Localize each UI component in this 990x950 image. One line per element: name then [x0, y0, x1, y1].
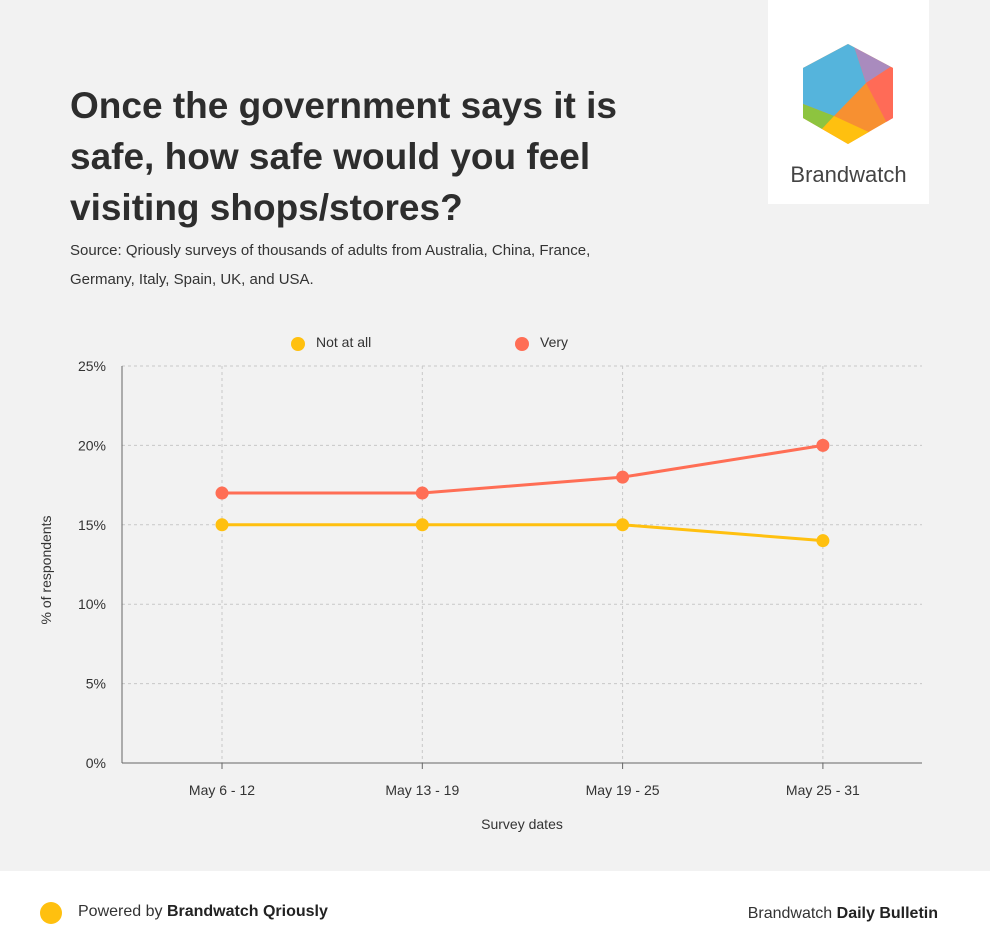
data-point	[215, 486, 229, 500]
y-tick-label: 5%	[86, 676, 106, 692]
logo-text: Brandwatch	[790, 162, 907, 187]
bulletin-prefix: Brandwatch	[747, 905, 833, 922]
y-tick-label: 10%	[78, 596, 106, 612]
y-tick-label: 0%	[86, 755, 106, 771]
dot-icon	[40, 902, 62, 924]
y-axis-label: % of respondents	[38, 516, 54, 625]
footer: Powered by Brandwatch Qriously Brandwatc…	[0, 871, 990, 950]
legend-marker	[515, 337, 529, 351]
hexagon-logo-icon	[803, 44, 893, 144]
data-point	[616, 470, 630, 484]
powered-by: Powered by Brandwatch Qriously	[78, 903, 328, 921]
x-tick-label: May 13 - 19	[385, 782, 459, 798]
brandwatch-logo[interactable]: Brandwatch	[768, 0, 929, 204]
y-tick-label: 15%	[78, 517, 106, 533]
daily-bulletin: Brandwatch Daily Bulletin	[748, 905, 938, 923]
data-point	[816, 438, 830, 452]
y-tick-label: 20%	[78, 437, 106, 453]
chart-source: Source: Qriously surveys of thousands of…	[70, 242, 591, 288]
powered-prefix: Powered by	[78, 903, 163, 920]
data-point	[415, 518, 429, 532]
chart-title: Once the government says it is safe, how…	[70, 85, 617, 228]
line-chart: 0% 5% 10% 15% 20% 25% May 6 - 12 May 13 - 19 May…	[38, 334, 922, 832]
x-tick-label: May 6 - 12	[189, 782, 255, 798]
legend-label: Very	[540, 334, 568, 350]
powered-brand: Brandwatch Qriously	[166, 903, 328, 920]
legend-marker	[291, 337, 305, 351]
x-tick-label: May 25 - 31	[786, 782, 860, 798]
series-line-very	[222, 443, 824, 495]
data-point	[816, 534, 830, 548]
data-point	[415, 486, 429, 500]
y-tick-label: 25%	[78, 358, 106, 374]
data-point	[215, 518, 229, 532]
legend-label: Not at all	[316, 334, 371, 350]
data-point	[616, 518, 630, 532]
bulletin-bold: Daily Bulletin	[836, 905, 938, 922]
series-line-not-at-all	[222, 523, 824, 543]
x-axis-label: Survey dates	[481, 816, 563, 832]
x-tick-label: May 19 - 25	[586, 782, 660, 798]
